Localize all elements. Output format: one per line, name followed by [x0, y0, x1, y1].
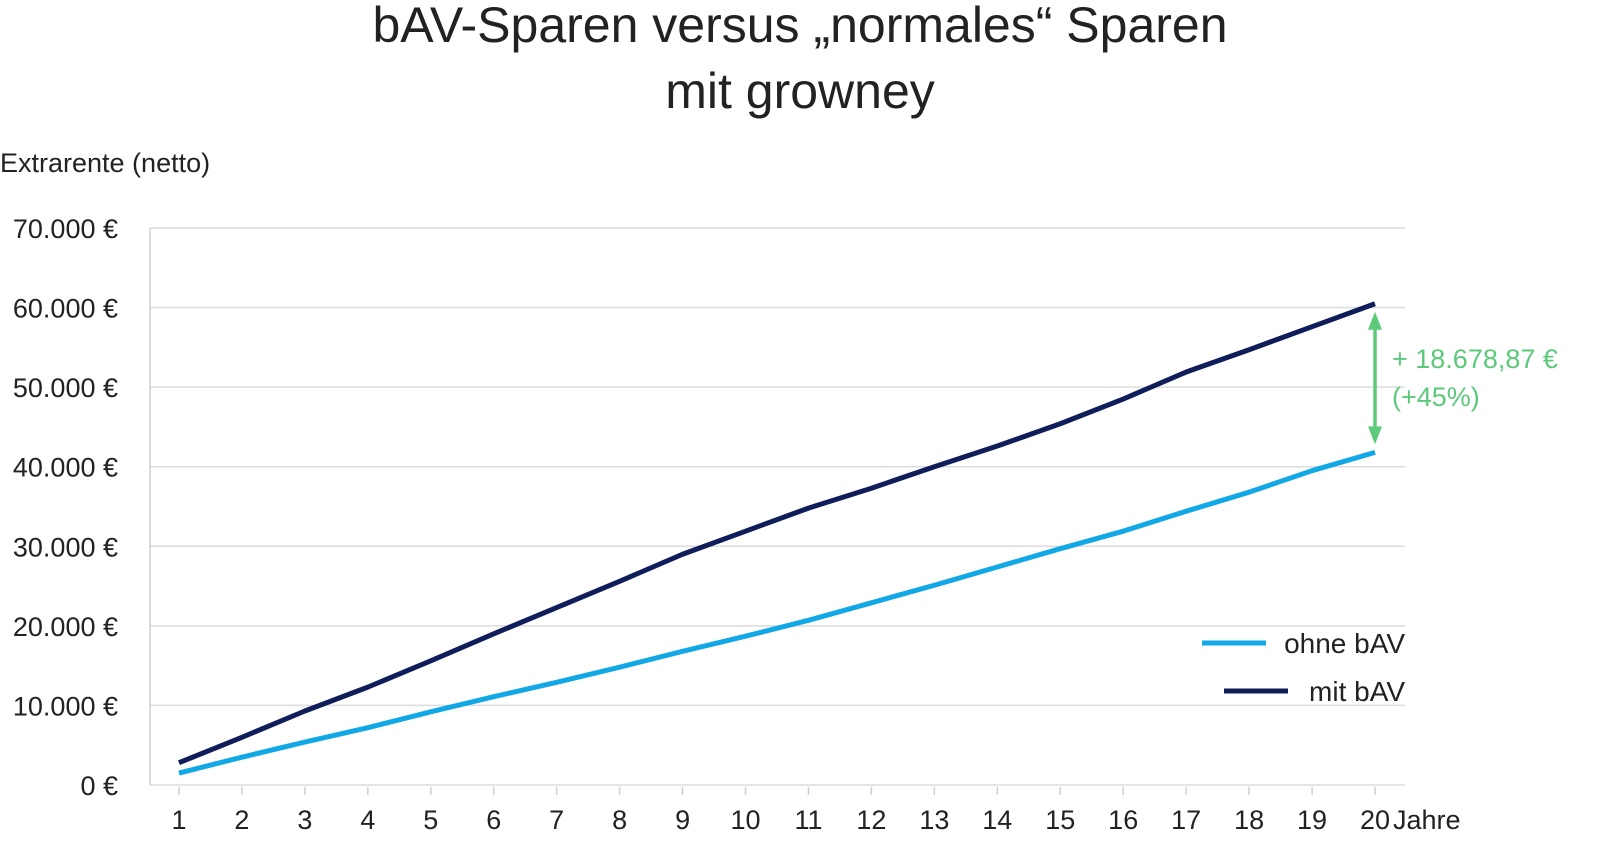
y-tick-label: 50.000 €: [13, 373, 118, 403]
x-tick-label: 7: [549, 805, 564, 835]
x-tick-label: 5: [423, 805, 438, 835]
arrow-head-down: [1368, 426, 1382, 445]
x-tick-label: 1: [171, 805, 186, 835]
arrow-head-up: [1368, 311, 1382, 330]
x-tick-label: 12: [856, 805, 886, 835]
series-line-ohne-bAV: [178, 449, 1376, 776]
legend-label: ohne bAV: [1284, 628, 1405, 659]
x-tick-label: 10: [731, 805, 761, 835]
x-tick-label: 4: [360, 805, 375, 835]
y-tick-label: 20.000 €: [13, 612, 118, 642]
x-tick-label: 16: [1108, 805, 1138, 835]
title-line-2: mit growney: [665, 63, 935, 119]
annotation-percent: (+45%): [1392, 382, 1480, 412]
title-line-1: bAV-Sparen versus „normales“ Sparen: [372, 0, 1228, 53]
x-tick-label: 15: [1045, 805, 1075, 835]
legend-label: mit bAV: [1309, 676, 1405, 707]
x-tick-label: 8: [612, 805, 627, 835]
x-tick-label: 20: [1360, 805, 1390, 835]
chart-title: bAV-Sparen versus „normales“ Sparen mit …: [0, 0, 1600, 124]
series-line-mit-bAV: [178, 301, 1376, 766]
y-axis-label: Extrarente (netto): [0, 148, 211, 178]
x-tick-label: 3: [297, 805, 312, 835]
x-tick-label: 19: [1297, 805, 1327, 835]
y-tick-label: 60.000 €: [13, 294, 118, 324]
y-tick-label: 70.000 €: [13, 214, 118, 244]
y-tick-label: 40.000 €: [13, 453, 118, 483]
x-tick-label: 17: [1171, 805, 1201, 835]
x-tick-label: 13: [919, 805, 949, 835]
x-tick-label: 2: [234, 805, 249, 835]
y-tick-label: 0 €: [80, 771, 118, 801]
x-tick-label: 6: [486, 805, 501, 835]
x-tick-label: 14: [982, 805, 1012, 835]
x-tick-label: 18: [1234, 805, 1264, 835]
x-tick-label: 9: [675, 805, 690, 835]
y-tick-label: 10.000 €: [13, 691, 118, 721]
y-tick-label: 30.000 €: [13, 532, 118, 562]
x-tick-label: 11: [794, 805, 822, 835]
annotation-difference: + 18.678,87 €: [1392, 344, 1558, 374]
x-axis-label: Jahre: [1393, 805, 1461, 835]
